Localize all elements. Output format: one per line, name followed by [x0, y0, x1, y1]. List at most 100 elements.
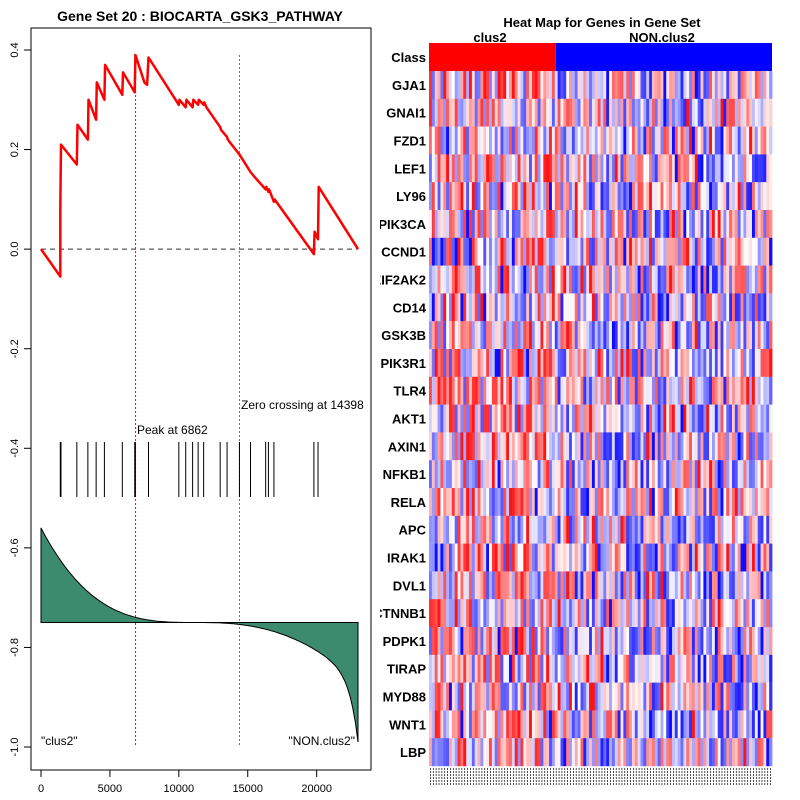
heatmap-cell — [760, 460, 764, 489]
heatmap-cell — [517, 515, 521, 544]
heatmap-cell — [769, 682, 773, 711]
heatmap-cell — [729, 293, 733, 322]
heatmap-cell — [694, 627, 699, 655]
heatmap-cell — [623, 404, 627, 433]
heatmap-cell — [577, 627, 581, 655]
heatmap-cell — [614, 376, 619, 405]
heatmap-cell — [600, 571, 604, 600]
heatmap-cell — [431, 126, 436, 155]
heatmap-cell — [437, 654, 441, 683]
heatmap-cell — [434, 265, 438, 294]
heatmap-cell — [531, 237, 536, 266]
heatmap-cell — [657, 738, 661, 767]
heatmap-cell — [546, 349, 550, 377]
heatmap-cell — [566, 627, 570, 655]
heatmap-cell — [457, 71, 461, 99]
heatmap-cell — [489, 404, 493, 433]
heatmap-cell — [531, 265, 536, 294]
heatmap-cell — [480, 321, 484, 350]
heatmap-cell — [486, 543, 490, 572]
heatmap-cell — [454, 571, 458, 600]
heatmap-cell — [666, 182, 670, 211]
heatmap-cell — [531, 627, 536, 655]
heatmap-cell — [457, 599, 461, 628]
heatmap-cell — [626, 293, 630, 322]
heatmap-cell — [591, 349, 596, 377]
heatmap-cell — [706, 627, 710, 655]
heatmap-cell — [671, 376, 676, 405]
heatmap-cell — [731, 182, 736, 211]
heatmap-cell — [591, 627, 596, 655]
heatmap-cell — [500, 710, 504, 739]
heatmap-cell — [646, 460, 650, 489]
ranked-metric — [40, 527, 359, 743]
heatmap-cell — [740, 265, 744, 294]
heatmap-cell — [614, 627, 619, 655]
heatmap-cell — [517, 627, 521, 655]
heatmap-cell — [717, 710, 721, 739]
heatmap-cell — [743, 571, 747, 600]
heatmap-cell — [489, 460, 493, 489]
heatmap-cell — [511, 376, 516, 405]
heatmap-cell — [751, 126, 756, 155]
heatmap-cell — [674, 98, 679, 127]
heatmap-cell — [523, 654, 527, 683]
heatmap-cell — [743, 71, 747, 99]
heatmap-cell — [697, 210, 701, 238]
heatmap-cell — [749, 515, 753, 544]
heatmap-cell — [611, 154, 616, 183]
heatmap-cell — [700, 488, 704, 516]
heatmap-cell — [714, 654, 719, 683]
heatmap-cell — [449, 293, 453, 322]
heatmap-cell — [466, 654, 470, 683]
heatmap-cell — [711, 515, 716, 544]
heatmap-cell — [506, 710, 510, 739]
heatmap-cell — [560, 515, 564, 544]
heatmap-cell — [457, 627, 461, 655]
heatmap-cell — [506, 376, 510, 405]
heatmap-cell — [437, 321, 441, 350]
heatmap-cell — [769, 126, 773, 155]
heatmap-cell — [603, 627, 607, 655]
heatmap-cell — [549, 571, 553, 600]
heatmap-cell — [543, 515, 547, 544]
heatmap-cell — [580, 376, 584, 405]
heatmap-cell — [546, 182, 550, 211]
heatmap-cell — [497, 432, 501, 461]
heatmap-cell — [431, 710, 436, 739]
heatmap-cell — [709, 182, 713, 211]
heatmap-cell — [760, 738, 764, 767]
heatmap-cell — [431, 182, 436, 211]
heatmap-cell — [571, 376, 576, 405]
heatmap-cell — [657, 182, 661, 211]
heatmap-cell — [437, 376, 441, 405]
heatmap-cell — [700, 154, 704, 183]
heatmap-cell — [529, 293, 533, 322]
heatmap-cell — [571, 488, 576, 516]
heatmap-cell — [720, 71, 724, 99]
heatmap-cell — [769, 210, 773, 238]
heatmap-cell — [731, 404, 736, 433]
heatmap-cell — [763, 599, 767, 628]
heatmap-cell — [686, 154, 690, 183]
gene-label: TIRAP — [387, 662, 426, 677]
heatmap-cell — [649, 293, 653, 322]
heatmap-cell — [669, 460, 673, 489]
heatmap-cell — [460, 627, 464, 655]
heatmap-cell — [623, 126, 627, 155]
heatmap-cell — [683, 543, 687, 572]
heatmap-cell — [440, 376, 444, 405]
heatmap-cell — [489, 376, 493, 405]
heatmap-cell — [471, 126, 476, 155]
heatmap-cell — [489, 488, 493, 516]
heatmap-cell — [674, 571, 679, 600]
heatmap-cell — [740, 460, 744, 489]
heatmap-cell — [754, 404, 759, 433]
heatmap-cell — [497, 710, 501, 739]
heatmap-cell — [629, 210, 633, 238]
heatmap-cell — [757, 404, 761, 433]
heatmap-cell — [520, 627, 524, 655]
heatmap-cell — [726, 210, 730, 238]
heatmap-cell — [594, 154, 599, 183]
heatmap-cell — [631, 599, 636, 628]
